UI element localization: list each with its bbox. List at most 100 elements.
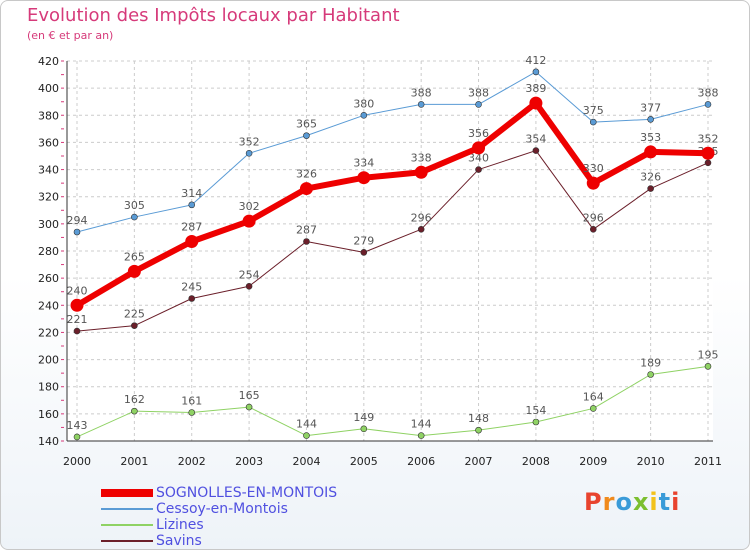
data-label-cessoy-en-montois: 294 [67, 214, 88, 227]
data-point-savins [532, 147, 540, 154]
legend-swatch [101, 524, 153, 526]
data-label-lizines: 165 [239, 389, 260, 402]
logo-letter: t [658, 488, 672, 516]
x-tick-label: 2000 [63, 455, 91, 468]
data-label-lizines: 164 [583, 390, 604, 403]
data-point-savins [647, 185, 654, 192]
data-label-lizines: 144 [411, 418, 432, 431]
data-point-sognolles-en-montois [357, 171, 371, 185]
data-point-lizines [360, 425, 368, 433]
legend-swatch [101, 489, 153, 497]
data-label-cessoy-en-montois: 352 [239, 135, 260, 148]
data-label-sognolles-en-montois: 389 [525, 82, 546, 95]
data-point-cessoy-en-montois [647, 116, 654, 123]
data-label-sognolles-en-montois: 265 [124, 250, 145, 263]
data-point-cessoy-en-montois [73, 228, 81, 236]
data-point-lizines [245, 403, 253, 411]
y-tick-label: 160 [38, 408, 59, 421]
data-point-lizines [303, 432, 310, 439]
y-tick-label: 140 [38, 435, 59, 448]
x-tick-label: 2010 [637, 455, 665, 468]
legend-label: SOGNOLLES-EN-MONTOIS [156, 485, 338, 501]
series-line-sognolles-en-montois [75, 100, 709, 308]
data-label-lizines: 143 [67, 419, 88, 432]
logo-letter: r [602, 488, 616, 516]
x-tick-label: 2006 [407, 455, 435, 468]
logo-letter: o [615, 488, 633, 516]
data-point-lizines [589, 405, 597, 412]
y-tick-label: 220 [38, 326, 59, 339]
data-label-sognolles-en-montois: 352 [698, 132, 719, 145]
data-point-lizines [188, 409, 196, 416]
data-label-lizines: 154 [525, 404, 546, 417]
data-label-lizines: 189 [640, 357, 661, 370]
data-point-sognolles-en-montois [529, 96, 543, 110]
data-point-cessoy-en-montois [303, 132, 310, 139]
data-label-cessoy-en-montois: 380 [353, 97, 374, 110]
data-point-savins [417, 225, 425, 233]
data-label-sognolles-en-montois: 338 [411, 151, 432, 164]
x-tick-label: 2001 [120, 455, 148, 468]
data-point-sognolles-en-montois [299, 182, 313, 196]
data-point-savins [245, 282, 253, 290]
data-label-sognolles-en-montois: 356 [468, 127, 489, 140]
data-point-savins [188, 295, 196, 302]
data-label-sognolles-en-montois: 353 [640, 131, 661, 144]
logo-letter: i [649, 488, 659, 516]
data-label-cessoy-en-montois: 305 [124, 199, 145, 212]
y-tick-label: 300 [38, 218, 59, 231]
data-label-cessoy-en-montois: 314 [181, 187, 202, 200]
x-tick-label: 2008 [522, 455, 550, 468]
data-label-sognolles-en-montois: 287 [181, 221, 202, 234]
y-tick-label: 340 [38, 164, 59, 177]
data-point-lizines [647, 371, 654, 378]
chart-title: Evolution des Impôts locaux par Habitant [27, 5, 400, 26]
logo-letter: x [632, 488, 650, 516]
data-point-cessoy-en-montois [360, 111, 368, 119]
proxiti-logo: Proxiti [584, 488, 680, 516]
data-label-savins: 279 [353, 234, 374, 247]
series-line-lizines [76, 365, 709, 438]
data-point-savins [475, 166, 482, 173]
data-point-lizines [131, 407, 138, 415]
y-tick-label: 360 [38, 136, 59, 149]
data-point-savins [704, 159, 712, 167]
data-point-savins [73, 327, 81, 335]
data-point-cessoy-en-montois [131, 213, 138, 221]
data-label-savins: 225 [124, 308, 145, 321]
data-label-sognolles-en-montois: 240 [67, 284, 88, 297]
x-tick-label: 2005 [350, 455, 378, 468]
legend-label: Lizines [156, 517, 204, 533]
data-label-savins: 296 [411, 211, 432, 224]
data-label-savins: 245 [181, 281, 202, 294]
data-label-lizines: 162 [124, 393, 145, 406]
data-label-savins: 326 [640, 171, 661, 184]
x-tick-label: 2003 [235, 455, 263, 468]
data-label-savins: 296 [583, 211, 604, 224]
data-label-cessoy-en-montois: 388 [411, 86, 432, 99]
data-point-sognolles-en-montois [644, 145, 658, 159]
data-label-cessoy-en-montois: 388 [468, 86, 489, 99]
data-point-cessoy-en-montois [532, 68, 540, 76]
y-tick-label: 320 [38, 191, 59, 204]
data-point-sognolles-en-montois [414, 165, 428, 179]
logo-letter: i [671, 488, 681, 516]
data-label-cessoy-en-montois: 412 [525, 54, 546, 67]
data-point-sognolles-en-montois [127, 264, 141, 278]
data-point-sognolles-en-montois [70, 298, 84, 312]
data-point-lizines [704, 363, 712, 370]
x-tick-label: 2011 [694, 455, 722, 468]
data-point-savins [131, 322, 138, 329]
data-label-savins: 287 [296, 224, 317, 237]
y-tick-label: 260 [38, 272, 59, 285]
chart-subtitle: (en € et par an) [27, 29, 114, 42]
data-point-cessoy-en-montois [245, 149, 253, 157]
data-point-savins [589, 225, 597, 233]
data-point-sognolles-en-montois [242, 214, 256, 228]
data-label-lizines: 149 [353, 411, 374, 424]
y-tick-label: 280 [38, 245, 59, 258]
y-tick-label: 180 [38, 381, 59, 394]
data-point-cessoy-en-montois [704, 101, 712, 108]
